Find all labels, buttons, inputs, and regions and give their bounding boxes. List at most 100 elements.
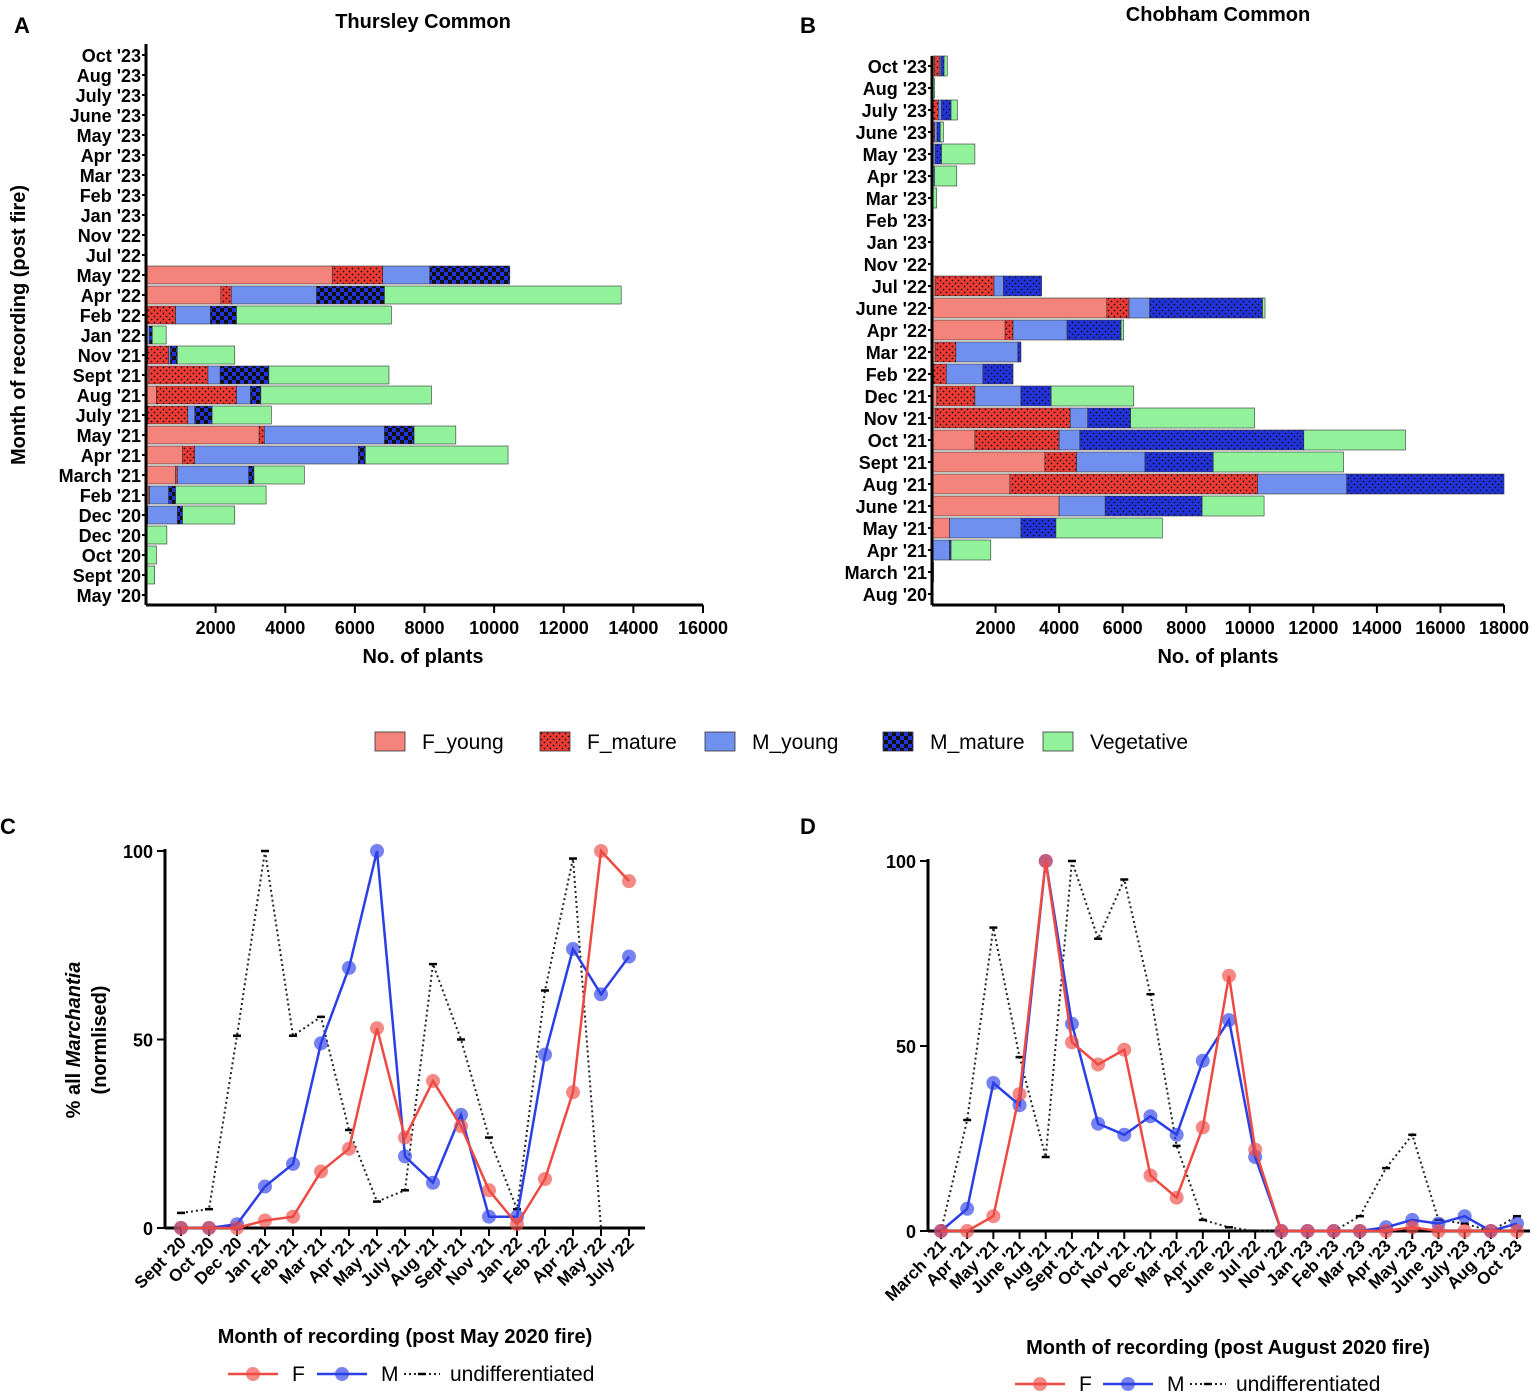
bar-b-f-mature <box>1044 451 1077 473</box>
bar-b-m-young <box>993 275 1004 297</box>
bar-a-m-young <box>264 425 385 445</box>
bar-b-m-mature <box>1144 451 1214 473</box>
legend-label-m: M <box>1167 1373 1185 1396</box>
chart-title-a: Thursley Common <box>335 11 511 33</box>
y-tick-label-b: Sept '21 <box>859 453 927 473</box>
x-tick-label-b: 14000 <box>1352 618 1402 638</box>
y-tick-label-a: Jan '23 <box>81 206 141 226</box>
bar-b-vegetative <box>1262 297 1266 319</box>
x-tick-label-a: 12000 <box>539 618 589 638</box>
chart-title-b: Chobham Common <box>1126 4 1310 26</box>
bar-a-m-mature <box>250 385 262 405</box>
y-tick-label-a: Jul '22 <box>86 246 141 266</box>
panel-a-bar-chart: A Thursley Common No. of plants Month of… <box>8 11 728 668</box>
point-f-c <box>538 1171 552 1186</box>
bar-a-f-young <box>145 285 222 305</box>
y-tick-label-a: July '23 <box>76 86 141 106</box>
x-tick-label-b: 8000 <box>1166 618 1206 638</box>
legend-label-m: M <box>381 1363 399 1386</box>
y-tick-label-a: Feb '21 <box>80 486 141 506</box>
bar-b-m-mature <box>936 121 941 143</box>
bar-b-f-mature <box>934 275 995 297</box>
point-m-d <box>1091 1116 1106 1131</box>
panel-b-bar-chart: B Chobham Common No. of plants Aug '20Ma… <box>800 4 1529 668</box>
bar-b-f-mature <box>934 407 1071 429</box>
bar-a-vegetative <box>236 305 392 325</box>
point-f-d <box>1483 1224 1498 1238</box>
bar-b-f-young <box>931 517 950 539</box>
y-axis-label-c: % all Marchantia (normlised) <box>63 962 111 1119</box>
bar-a-vegetative <box>413 425 457 445</box>
bar-b-m-young <box>974 385 1022 407</box>
legend-label-f: F <box>292 1363 305 1386</box>
bar-b-f-mature <box>974 429 1060 451</box>
panel-c-line-chart: C Month of recording (post May 2020 fire… <box>0 814 645 1348</box>
point-f-d <box>1510 1224 1524 1238</box>
bar-b-f-mature <box>1106 297 1130 319</box>
point-m-c <box>342 960 356 975</box>
bar-a-m-mature <box>384 425 415 445</box>
x-tick-label-a: 4000 <box>265 618 305 638</box>
bar-a-f-mature <box>148 365 209 385</box>
bar-a-m-young <box>207 365 221 385</box>
point-f-d <box>1431 1224 1446 1238</box>
point-m-d <box>986 1076 1001 1090</box>
point-m-c <box>594 987 608 1002</box>
bar-a-vegetative <box>253 465 305 485</box>
bar-b-m-mature <box>1079 429 1305 451</box>
legend-swatch-m-young <box>704 731 736 752</box>
point-f-d <box>1274 1224 1289 1238</box>
y-tick-label-a: June '23 <box>70 106 141 126</box>
point-f-c <box>174 1221 188 1235</box>
bar-b-vegetative <box>950 99 958 121</box>
y-tick-label-a: Feb '23 <box>80 186 141 206</box>
point-m-c <box>258 1179 272 1194</box>
y-tick-label-a: Mar '23 <box>80 166 141 186</box>
bar-b-vegetative <box>1050 385 1135 407</box>
y-tick-label-b: May '21 <box>863 519 927 539</box>
y-tick-label-b: March '21 <box>845 563 927 583</box>
legend-label-undifferentiated: undifferentiated <box>1236 1373 1380 1396</box>
bar-a-m-mature <box>210 305 237 325</box>
panel-label-b: B <box>800 13 816 38</box>
y-tick-label-c: 0 <box>143 1219 153 1239</box>
legend-label-m-mature: M_mature <box>930 731 1025 754</box>
bar-b-m-young <box>949 517 1022 539</box>
bar-b-m-young <box>938 99 942 121</box>
legend-marker-m <box>335 1367 349 1381</box>
x-axis-label-d: Month of recording (post August 2020 fir… <box>1026 1337 1430 1359</box>
point-f-d <box>1195 1120 1210 1135</box>
point-m-d <box>1064 1016 1079 1031</box>
bar-a-f-mature <box>147 405 189 425</box>
x-tick-label-b: 2000 <box>976 618 1016 638</box>
bar-b-f-young <box>931 495 1060 517</box>
bar-a-f-mature <box>258 425 265 445</box>
y-tick-label-b: Apr '22 <box>867 321 927 341</box>
bar-b-vegetative <box>1212 451 1344 473</box>
y-axis-label-c-prefix: % all <box>63 1067 85 1118</box>
y-tick-label-a: Aug '21 <box>77 386 141 406</box>
y-tick-label-d: 100 <box>886 852 916 872</box>
y-tick-label-a: Feb '22 <box>80 306 141 326</box>
point-f-d <box>1038 854 1053 868</box>
point-f-d <box>1248 1142 1263 1157</box>
point-m-c <box>538 1047 552 1062</box>
y-tick-label-b: Oct '23 <box>868 57 927 77</box>
x-tick-label-a: 6000 <box>335 618 375 638</box>
panel-label-d: D <box>800 814 816 839</box>
y-axis-label-c-line2: (normlised) <box>89 986 111 1095</box>
y-tick-label-a: Dec '20 <box>79 526 141 546</box>
legend-label-m-young: M_young <box>752 731 838 754</box>
bar-b-vegetative <box>1201 495 1265 517</box>
y-axis-label-c-italic: Marchantia <box>63 962 85 1068</box>
point-m-d <box>1457 1209 1472 1224</box>
bar-a-f-young <box>145 265 333 285</box>
bar-b-vegetative <box>950 539 992 561</box>
bar-b-vegetative <box>1120 319 1124 341</box>
bar-a-f-young <box>145 445 183 465</box>
bar-b-f-mature <box>934 341 957 363</box>
y-tick-label-b: Aug '23 <box>863 79 927 99</box>
point-f-d <box>1405 1220 1420 1235</box>
point-f-d <box>1222 968 1236 983</box>
bar-b-m-mature <box>940 55 945 77</box>
